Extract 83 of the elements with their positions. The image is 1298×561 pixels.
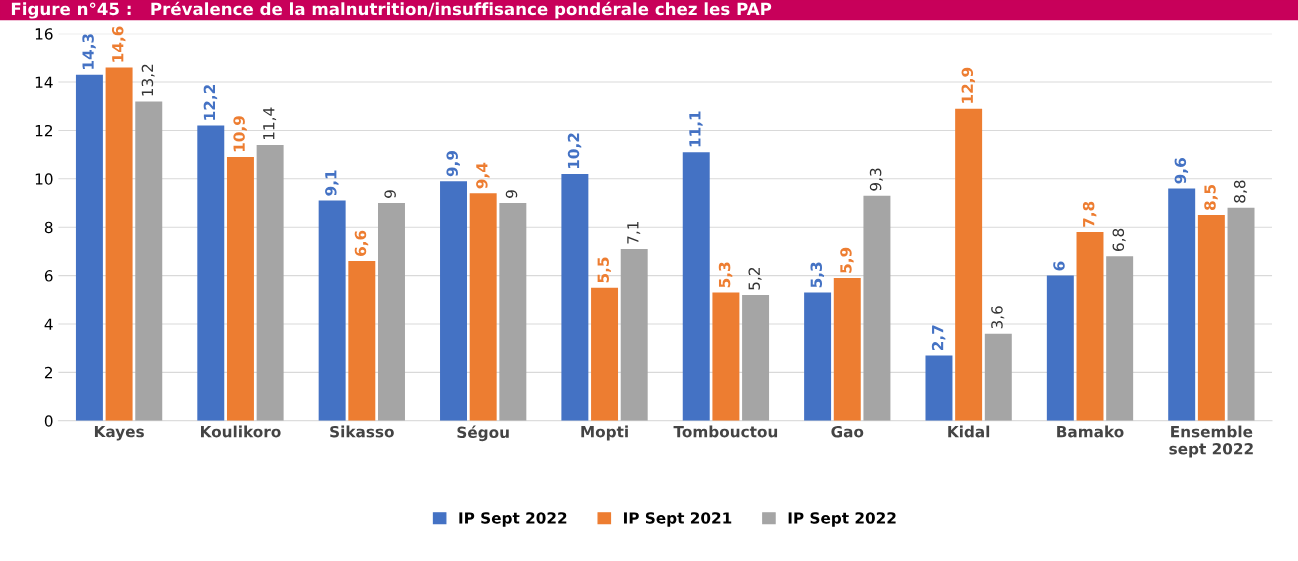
bar (318, 200, 346, 421)
bar (1197, 215, 1225, 421)
y-tick-label: 12 (35, 124, 53, 137)
y-tick-label: 14 (35, 76, 53, 88)
data-label: 9,9 (446, 150, 460, 177)
y-tick-label: 2 (44, 366, 53, 379)
data-label: 6,8 (1112, 228, 1126, 251)
data-label: 9,4 (476, 162, 490, 189)
bar (742, 294, 770, 421)
bar (833, 278, 861, 421)
data-label: 5,9 (840, 247, 854, 273)
bar (75, 74, 103, 421)
bar (984, 333, 1012, 421)
legend-label: IP Sept 2022 (459, 512, 567, 527)
data-label: 9,6 (1174, 158, 1189, 184)
data-label: 8,5 (1204, 184, 1218, 211)
bar (561, 173, 589, 421)
x-tick-label: Sikasso (330, 425, 394, 438)
data-label: 12,2 (203, 85, 218, 120)
bar (804, 292, 832, 421)
data-label: 5,2 (748, 268, 762, 290)
x-tick-label: Ségou (457, 425, 509, 442)
data-label: 5,5 (597, 257, 611, 283)
x-tick-label: Koulikoro (201, 425, 281, 438)
bar (712, 292, 740, 421)
x-tick-label: Ensemble sept 2022 (1169, 425, 1253, 458)
data-label: 5,3 (810, 262, 824, 288)
bar (440, 181, 467, 421)
data-label: 12,9 (961, 67, 976, 103)
x-tick-label: Kayes (94, 425, 144, 441)
y-tick-label: 0 (44, 415, 53, 427)
data-label: 13,2 (141, 64, 155, 96)
x-tick-label: Gao (831, 425, 864, 438)
bar (256, 144, 284, 421)
x-tick-label: Kidal (948, 425, 990, 438)
bar (1168, 188, 1196, 421)
bar (682, 152, 710, 421)
bar (925, 355, 953, 421)
bar (197, 125, 225, 421)
data-label: 9,3 (869, 168, 883, 191)
data-label: 7,8 (1082, 201, 1097, 227)
y-tick-label: 8 (44, 221, 53, 234)
data-label: 14,3 (82, 34, 96, 69)
y-tick-label: 16 (35, 28, 53, 40)
y-tick-label: 4 (44, 318, 53, 330)
bar (105, 67, 133, 421)
data-label: 11,1 (689, 111, 703, 147)
bar (620, 248, 648, 421)
y-tick-label: 6 (44, 270, 53, 282)
legend-label: IP Sept 2021 (624, 512, 732, 527)
bar (1106, 256, 1134, 421)
data-label: 14,6 (111, 26, 126, 62)
bar (469, 193, 497, 421)
data-label: 8,8 (1233, 180, 1248, 203)
data-label: 10,2 (567, 133, 582, 169)
bar (226, 157, 254, 421)
data-label: 9,1 (325, 170, 339, 196)
data-label: 5,3 (718, 262, 733, 288)
chart-title: Figure n°45 : Prévalence de la malnutrition/insuffisance pondérale chez les PAP (11, 1, 772, 19)
bar (591, 287, 619, 421)
data-label: 7,1 (627, 221, 641, 244)
bar (378, 203, 405, 421)
x-tick-label: Mopti (581, 425, 628, 441)
data-label: 10,9 (233, 116, 247, 152)
data-label: 2,7 (931, 325, 946, 351)
data-label: 6 (1053, 261, 1065, 271)
bar (1046, 275, 1074, 421)
bar (1076, 232, 1104, 421)
bar (1227, 207, 1255, 421)
bar (135, 101, 163, 421)
data-label: 11,4 (263, 107, 277, 140)
data-label: 3,6 (991, 306, 1005, 329)
bar (955, 108, 983, 421)
y-tick-label: 10 (35, 173, 53, 185)
bar (499, 203, 527, 421)
data-label: 9 (384, 190, 396, 198)
x-tick-label: Tombouctou (673, 425, 778, 438)
data-label: 6,6 (354, 230, 369, 256)
data-label: 9 (505, 190, 518, 198)
x-tick-label: Bamako (1057, 425, 1124, 438)
bar (863, 195, 891, 421)
bar (348, 261, 376, 421)
legend-label: IP Sept 2022 (788, 512, 896, 527)
